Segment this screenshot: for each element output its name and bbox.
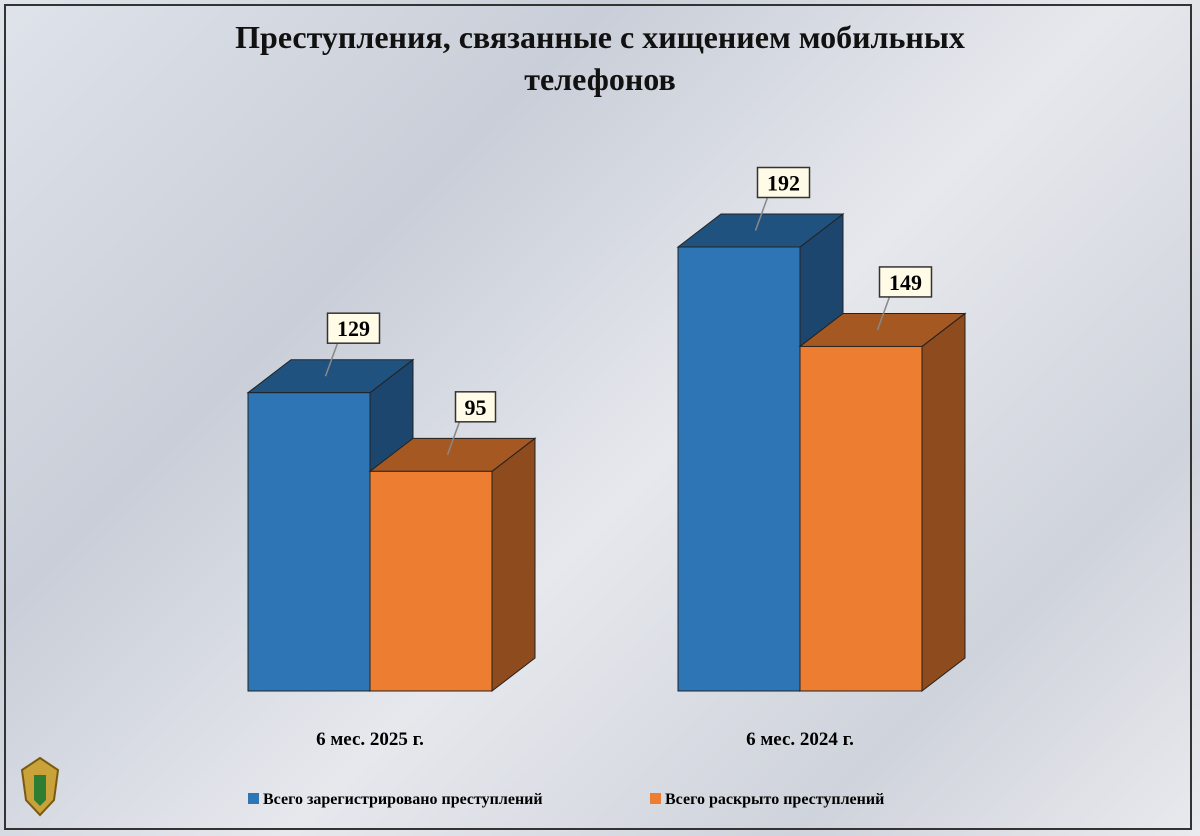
leader-line (324, 342, 339, 377)
data-label: 95 (465, 395, 487, 420)
legend-swatch (248, 793, 259, 804)
bar (368, 437, 537, 693)
bar-front (369, 470, 493, 692)
data-label-box (454, 391, 497, 423)
chart-title: Преступления, связанные с хищением мобил… (235, 19, 965, 97)
leader-line (876, 296, 891, 331)
bar (798, 312, 967, 693)
legend-label: Всего зарегистрировано преступлений (263, 791, 543, 808)
x-tick-label: 6 мес. 2024 г. (746, 729, 854, 750)
x-tick-label: 6 мес. 2025 г. (316, 729, 424, 750)
legend-swatch (650, 793, 661, 804)
bar-front (799, 345, 923, 692)
frame (4, 4, 1192, 830)
data-label-box (756, 166, 811, 199)
leader-line (446, 421, 461, 456)
data-label-box (326, 312, 381, 344)
legend-label: Всего раскрыто преступлений (665, 791, 884, 808)
data-label: 192 (767, 171, 800, 196)
emblem (20, 756, 60, 817)
data-label-box (878, 266, 933, 298)
bar-front (677, 246, 801, 692)
data-label: 149 (889, 270, 922, 295)
bar-front (247, 392, 371, 692)
leader-line (754, 197, 769, 231)
data-label: 129 (337, 316, 370, 341)
bar-side (921, 312, 966, 693)
bar-side (491, 437, 536, 693)
